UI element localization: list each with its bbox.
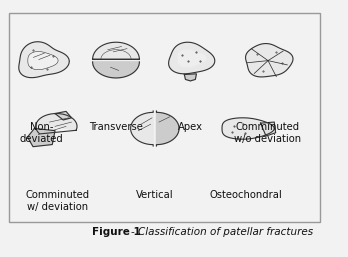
FancyBboxPatch shape: [9, 13, 320, 222]
Polygon shape: [93, 42, 139, 59]
Polygon shape: [28, 51, 58, 70]
Polygon shape: [178, 50, 206, 67]
Text: Vertical: Vertical: [136, 190, 174, 200]
Polygon shape: [246, 44, 293, 77]
Polygon shape: [19, 42, 69, 78]
Polygon shape: [130, 111, 153, 146]
Polygon shape: [222, 118, 274, 139]
Polygon shape: [93, 62, 139, 78]
Polygon shape: [157, 111, 179, 146]
Polygon shape: [169, 42, 215, 74]
Polygon shape: [36, 114, 77, 134]
Text: Osteochondral: Osteochondral: [209, 190, 282, 200]
Polygon shape: [55, 111, 72, 120]
Text: - Classification of patellar fractures: - Classification of patellar fractures: [130, 227, 313, 237]
Text: Comminuted
w/ deviation: Comminuted w/ deviation: [26, 190, 90, 212]
Polygon shape: [27, 128, 55, 147]
Text: Apex: Apex: [178, 122, 203, 132]
Text: Figure 1: Figure 1: [92, 227, 141, 237]
Polygon shape: [261, 122, 276, 136]
Text: Non-
deviated: Non- deviated: [20, 122, 63, 144]
Polygon shape: [184, 74, 197, 81]
Text: Transverse: Transverse: [89, 122, 143, 132]
Text: Comminuted
w/o deviation: Comminuted w/o deviation: [235, 122, 302, 144]
